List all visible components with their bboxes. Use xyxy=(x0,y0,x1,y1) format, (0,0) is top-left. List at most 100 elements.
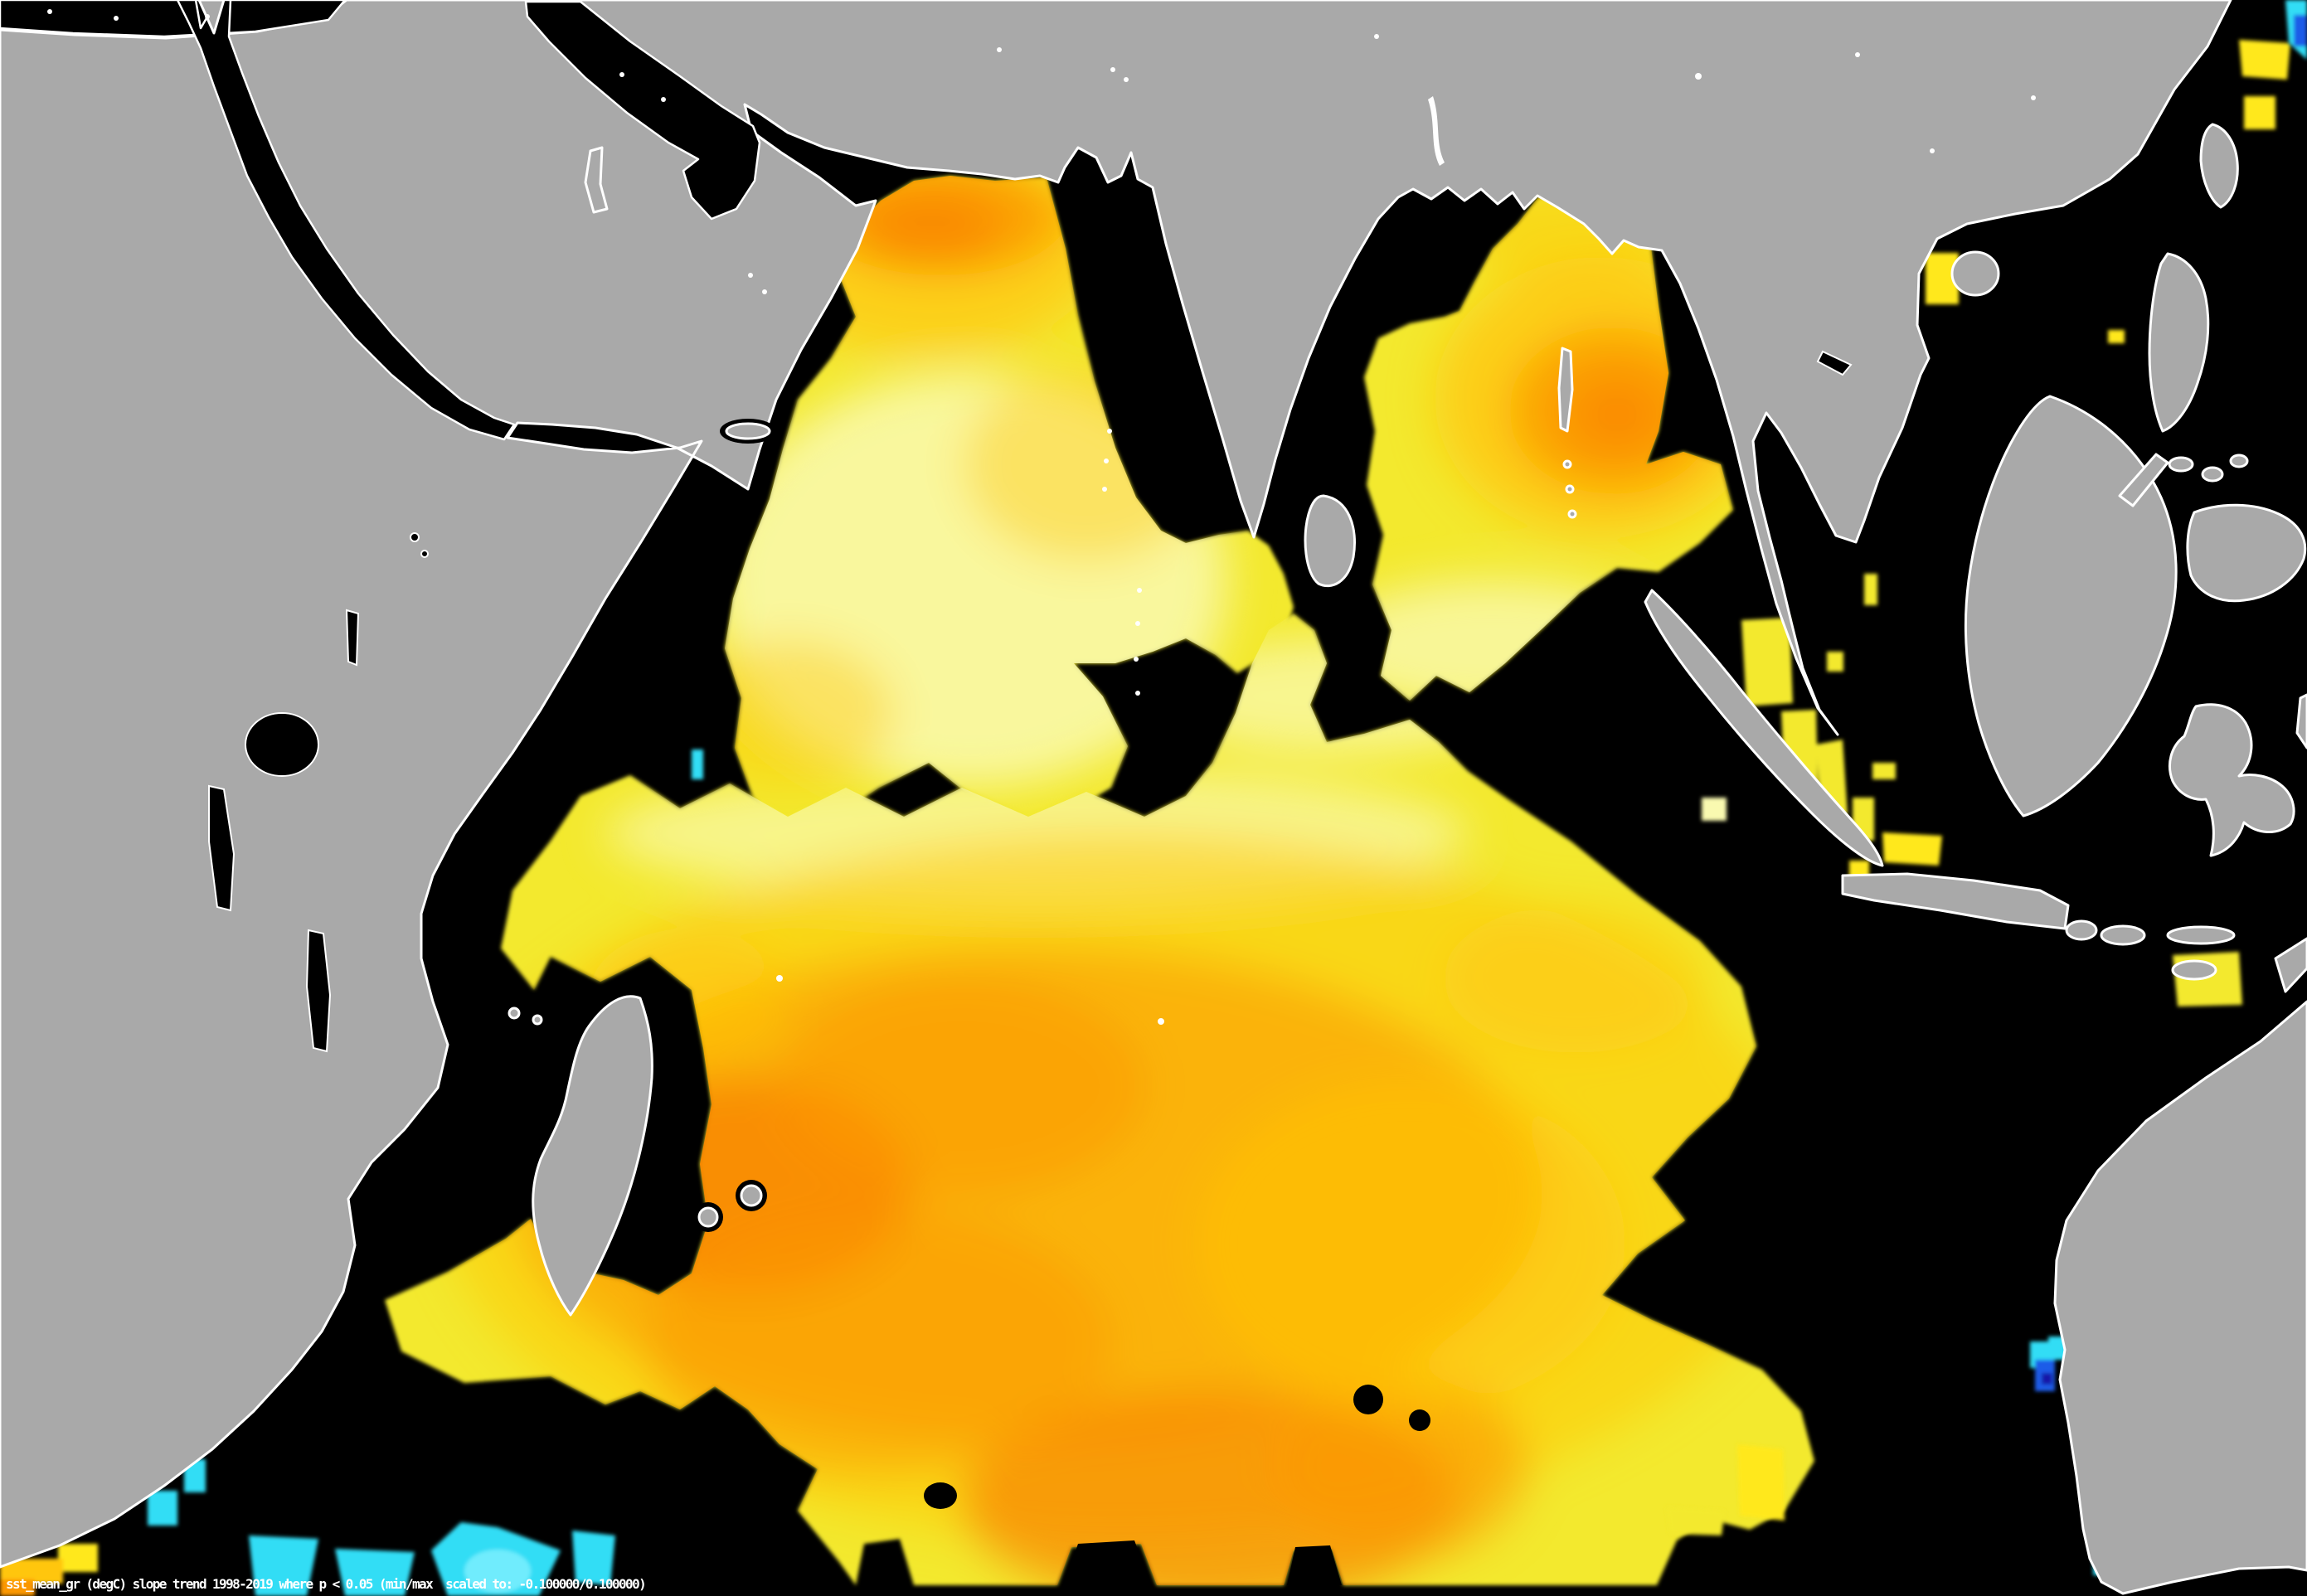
maldives-atoll xyxy=(1137,588,1142,593)
nonsig-hole xyxy=(1064,1540,1151,1585)
nonsig-hole xyxy=(1353,1385,1383,1414)
water-speck xyxy=(1110,67,1115,72)
sumatra xyxy=(1644,589,1884,867)
cool-patch xyxy=(249,1535,318,1596)
nicobar-island xyxy=(1565,484,1575,494)
water-speck xyxy=(1124,77,1129,82)
borneo xyxy=(1964,395,2178,817)
chagos-island xyxy=(1158,1018,1164,1025)
cool-patch-core xyxy=(464,1550,531,1593)
heat-region-south-indian-ocean xyxy=(385,614,1814,1585)
water-speck xyxy=(1930,148,1935,153)
warm-patch-gulf-of-thailand xyxy=(1741,618,1793,706)
land-water-specks xyxy=(47,9,2036,294)
bali xyxy=(2065,919,2098,941)
warm-patch xyxy=(1667,1507,1725,1535)
nonsig-hole xyxy=(1287,1545,1342,1585)
warm-patch-vietnam-coast xyxy=(1864,574,1877,605)
heat-tint xyxy=(1566,375,1668,454)
red-sea xyxy=(176,0,516,441)
heat-tint xyxy=(1443,904,1708,1053)
mauritius xyxy=(740,1184,763,1207)
tonle-sap-lake xyxy=(1816,350,1853,376)
water-speck xyxy=(748,273,753,278)
cool-patch xyxy=(335,1549,415,1596)
corner-warm-pixel xyxy=(0,1579,35,1596)
gulf-island-speck xyxy=(619,72,624,77)
med-island-speck xyxy=(114,16,119,21)
cool-patch xyxy=(572,1531,615,1585)
heat-tint xyxy=(647,1210,1111,1476)
nonsig-hole xyxy=(1409,1409,1430,1431)
comoros-island xyxy=(532,1014,543,1026)
persian-gulf xyxy=(524,0,761,221)
lake-ethiopia xyxy=(420,550,429,558)
heat-tint xyxy=(1277,1376,1526,1559)
heat-tint xyxy=(860,191,1001,260)
laccadive-atoll xyxy=(1104,458,1109,463)
nicobar-island xyxy=(1567,509,1577,519)
australia xyxy=(2053,1000,2307,1595)
water-speck xyxy=(2031,95,2036,100)
water-speck xyxy=(1374,34,1379,39)
reunion xyxy=(697,1206,719,1228)
maldives-atoll xyxy=(1134,657,1139,662)
socotra xyxy=(725,422,771,440)
gulf-island-speck xyxy=(661,97,666,102)
comoros-island xyxy=(508,1007,521,1020)
laccadive-atoll xyxy=(1102,487,1107,492)
madagascar xyxy=(532,995,653,1317)
heat-tint xyxy=(1194,1078,1625,1409)
sulawesi xyxy=(2169,703,2295,857)
cool-patch-shark-bay xyxy=(2042,1373,2052,1385)
river-speck xyxy=(1428,96,1445,166)
water-speck xyxy=(997,47,1002,52)
lake-victoria xyxy=(245,712,319,777)
warm-patch-e-taiwan xyxy=(2244,96,2275,129)
caption: sst_mean_gr (degC) slope trend 1998-2019… xyxy=(6,1576,647,1592)
warm-patch xyxy=(1702,798,1727,821)
taiwan xyxy=(2199,123,2239,209)
mainland-africa-eurasia xyxy=(0,0,2232,1569)
visayas-island xyxy=(2229,454,2249,468)
visayas-island xyxy=(2201,466,2224,483)
seychelles-island xyxy=(776,975,783,982)
palawan xyxy=(2118,453,2169,507)
maldives-atoll xyxy=(1135,691,1140,696)
corner-warm-pixel xyxy=(58,1544,98,1572)
sumba xyxy=(2171,959,2217,981)
warm-patch xyxy=(1827,652,1843,672)
warm-patch xyxy=(2108,330,2125,343)
warm-patch xyxy=(1737,1444,1785,1521)
water-speck xyxy=(1695,73,1702,80)
flores xyxy=(2166,925,2236,945)
mindanao xyxy=(2186,503,2307,603)
visayas-island xyxy=(2168,456,2194,473)
andaman-islands xyxy=(1557,347,1574,433)
qatar-peninsula xyxy=(584,146,609,214)
lake-turkana xyxy=(345,609,360,667)
lake-ethiopia xyxy=(410,532,420,542)
cool-patch-ne-corner-core xyxy=(2294,15,2307,46)
sri-lanka xyxy=(1304,494,1356,588)
warm-patch xyxy=(1872,763,1896,779)
maldives-atoll xyxy=(1135,621,1140,626)
nicobar-island xyxy=(1562,459,1572,469)
lake-tanganyika xyxy=(208,784,236,912)
warm-patch-java-sea xyxy=(1882,832,1942,866)
java xyxy=(1841,872,2070,930)
med-island-speck xyxy=(47,9,52,14)
new-guinea-sliver xyxy=(2295,693,2307,749)
lombok-sumbawa xyxy=(2100,924,2146,946)
cool-patch-somalia xyxy=(692,749,703,779)
timor xyxy=(2274,937,2307,993)
hainan xyxy=(1950,250,2000,297)
cool-patch-agulhas xyxy=(148,1491,177,1526)
water-speck xyxy=(762,289,767,294)
laccadive-atoll xyxy=(1107,429,1112,434)
lake-malawi xyxy=(305,929,332,1053)
water-speck xyxy=(1855,52,1860,57)
nonsig-hole xyxy=(924,1482,957,1509)
